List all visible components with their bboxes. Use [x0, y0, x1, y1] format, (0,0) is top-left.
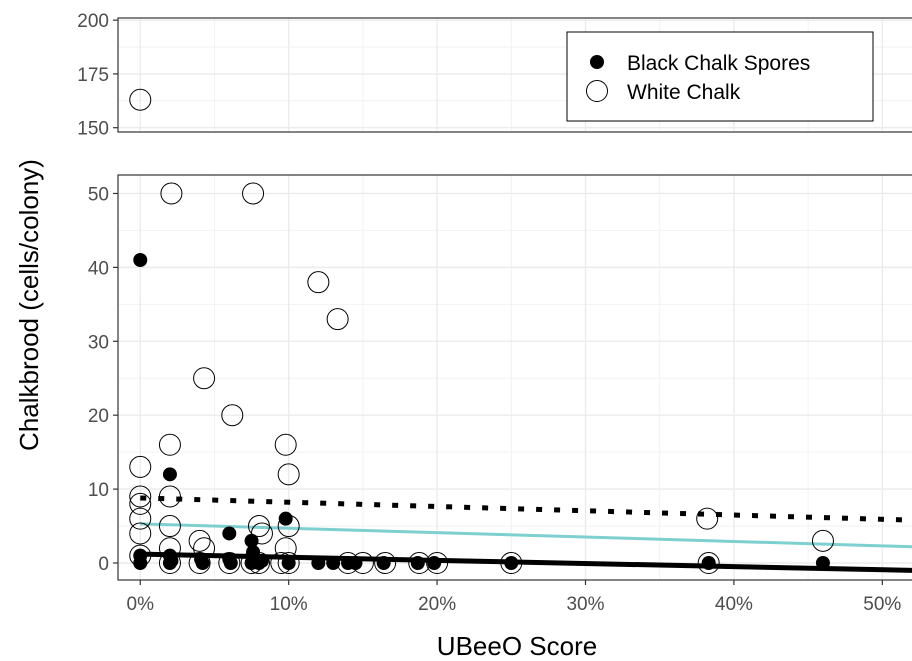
white-chalk-point — [426, 552, 449, 575]
white-chalk-point — [697, 552, 720, 575]
trend-line-dotted — [140, 495, 912, 523]
black-chalk-spores-point — [223, 556, 238, 571]
black-chalk-spores-point — [376, 556, 391, 571]
white-chalk-point — [307, 271, 330, 294]
white-chalk-point — [129, 88, 152, 111]
y-tick-label-upper: 150 — [77, 119, 109, 140]
white-chalk-point — [277, 463, 300, 486]
y-tick-label-lower: 20 — [88, 406, 109, 427]
white-chalk-point — [158, 433, 181, 456]
legend: Black Chalk Spores White Chalk — [566, 31, 874, 122]
white-chalk-point — [188, 529, 211, 552]
white-chalk-point — [129, 455, 152, 478]
white-chalk-point — [250, 522, 273, 545]
axis-ticks: 150 175 200 0 10 20 30 40 50 0% 10% 20% 30% 40% 50% — [77, 11, 901, 615]
y-tick-label-upper: 200 — [77, 11, 109, 32]
black-chalk-spores-point — [348, 556, 363, 571]
x-tick-label: 40% — [715, 594, 753, 615]
legend-key-black-chalk-spores — [590, 55, 604, 69]
legend-label-white-chalk: White Chalk — [627, 81, 741, 104]
black-chalk-spores-point — [133, 556, 148, 571]
black-chalk-spores-point — [504, 556, 519, 571]
white-chalk-point — [158, 515, 181, 538]
white-chalk-point — [129, 492, 152, 515]
y-axis-title: Chalkbrood (cells/colony) — [14, 159, 44, 451]
black-chalk-spores-point — [278, 511, 293, 526]
panel-frames — [117, 17, 912, 581]
white-chalk-point — [160, 182, 183, 205]
black-chalk-spores-point — [246, 544, 261, 559]
legend-label-black-chalk-spores: Black Chalk Spores — [627, 52, 810, 75]
white-chalk-point — [277, 552, 300, 575]
white-chalk-point — [193, 367, 216, 390]
panel-lower-border — [117, 174, 912, 581]
white-chalk-point — [242, 182, 265, 205]
white-chalk-point — [274, 433, 297, 456]
x-tick-label: 20% — [418, 594, 456, 615]
x-tick-label: 0% — [127, 594, 155, 615]
black-chalk-spores-point — [281, 556, 296, 571]
x-tick-label: 50% — [863, 594, 901, 615]
black-chalk-spores-point — [254, 553, 269, 568]
y-tick-label-lower: 50 — [88, 184, 109, 205]
y-tick-label-lower: 30 — [88, 332, 109, 353]
white-chalk-point — [129, 507, 152, 530]
x-axis-title: UBeeO Score — [437, 631, 597, 661]
legend-box — [566, 31, 874, 122]
black-chalk-spores-point — [815, 556, 830, 571]
legend-key-white-chalk — [586, 80, 608, 102]
white-chalk-point — [374, 552, 397, 575]
black-chalk-spores-point — [164, 553, 179, 568]
x-tick-label: 30% — [566, 594, 604, 615]
y-tick-label-lower: 40 — [88, 258, 109, 279]
y-tick-label-lower: 0 — [98, 554, 109, 575]
black-chalk-spores-point — [410, 556, 425, 571]
white-chalk-point — [129, 522, 152, 545]
x-tick-label: 10% — [270, 594, 308, 615]
black-chalk-spores-point — [162, 467, 177, 482]
black-chalk-spores-point — [133, 252, 148, 267]
black-chalk-spores-point — [311, 556, 326, 571]
black-chalk-spores-point — [701, 556, 716, 571]
black-chalk-spores-point — [244, 533, 259, 548]
white-chalk-point — [326, 308, 349, 331]
black-chalk-spores-point — [427, 556, 442, 571]
white-chalk-point — [696, 507, 719, 530]
white-chalk-point — [500, 552, 523, 575]
white-chalk-point — [129, 485, 152, 508]
white-chalk-point — [811, 529, 834, 552]
y-tick-label-upper: 175 — [77, 65, 109, 86]
black-chalk-spores-point — [222, 526, 237, 541]
trend-line-solid-thick — [140, 551, 912, 573]
panel-upper-border — [117, 17, 912, 133]
black-chalk-spores-point — [326, 556, 341, 571]
white-chalk-point — [221, 404, 244, 427]
y-tick-label-lower: 10 — [88, 480, 109, 501]
white-chalk-point — [158, 485, 181, 508]
points-layer — [129, 88, 834, 575]
panel-lower-background — [118, 175, 912, 580]
black-chalk-spores-point — [195, 556, 210, 571]
